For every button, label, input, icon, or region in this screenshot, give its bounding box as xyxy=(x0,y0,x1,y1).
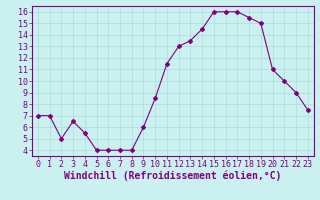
X-axis label: Windchill (Refroidissement éolien,°C): Windchill (Refroidissement éolien,°C) xyxy=(64,171,282,181)
